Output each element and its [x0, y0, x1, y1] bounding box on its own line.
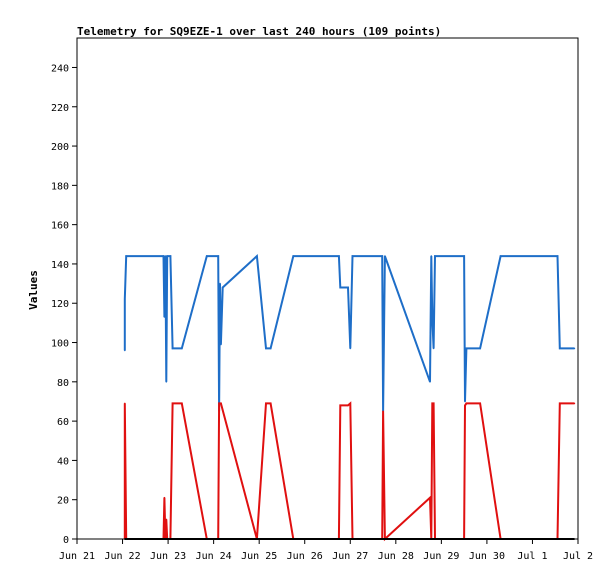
- data-point: [171, 402, 174, 405]
- data-point: [220, 402, 222, 405]
- data-point: [430, 255, 433, 257]
- x-tick-label: Jun 25: [241, 551, 277, 562]
- y-tick-label: 240: [51, 63, 69, 74]
- data-point: [349, 402, 352, 405]
- y-tick-label: 140: [51, 260, 69, 271]
- data-point: [218, 402, 220, 405]
- data-point: [219, 282, 221, 285]
- data-point: [347, 286, 349, 289]
- x-tick-label: Jun 26: [287, 551, 323, 562]
- y-tick-label: 200: [51, 142, 69, 153]
- data-point: [181, 347, 183, 350]
- data-point: [351, 255, 354, 257]
- data-point: [349, 347, 352, 350]
- y-tick-label: 0: [63, 535, 69, 546]
- data-point: [220, 343, 222, 346]
- x-tick-label: Jun 24: [196, 551, 232, 562]
- data-point: [124, 402, 126, 405]
- data-point: [164, 255, 167, 257]
- x-tick-label: Jun 22: [104, 551, 140, 562]
- data-point: [432, 402, 435, 405]
- data-point: [265, 347, 267, 350]
- data-point: [479, 402, 481, 405]
- data-point: [434, 255, 436, 257]
- y-tick-label: 180: [51, 181, 69, 192]
- data-point: [206, 255, 208, 257]
- data-point: [381, 255, 384, 257]
- y-tick-label: 220: [51, 103, 69, 114]
- data-point: [171, 347, 174, 350]
- y-tick-label: 100: [51, 339, 69, 350]
- data-point: [181, 402, 183, 405]
- y-tick-label: 120: [51, 299, 69, 310]
- data-point: [221, 286, 224, 289]
- plot-area: 0 20 40 60 80 100 120 140 160 180 200 220 240 Jun 21 J…: [51, 37, 593, 562]
- data-point: [429, 496, 431, 499]
- data-point: [265, 402, 267, 405]
- y-tick-label: 60: [57, 417, 69, 428]
- x-tick-label: Jun 27: [332, 551, 368, 562]
- x-tick-label: Jun 29: [423, 551, 459, 562]
- data-point: [162, 255, 165, 257]
- data-point: [573, 538, 576, 540]
- data-point: [573, 402, 576, 405]
- data-point: [382, 410, 384, 413]
- data-point: [429, 381, 431, 383]
- data-point: [269, 347, 272, 350]
- data-point: [431, 402, 434, 405]
- data-point: [165, 381, 168, 383]
- data-point: [163, 316, 166, 318]
- data-point: [169, 255, 172, 257]
- data-point: [479, 347, 481, 350]
- y-tick-label: 40: [57, 456, 69, 467]
- data-point: [166, 255, 168, 257]
- x-tick-label: Jul 1: [517, 551, 547, 562]
- data-point: [165, 518, 168, 521]
- data-point: [124, 298, 126, 301]
- data-point: [256, 255, 258, 257]
- plot-frame: [76, 37, 579, 540]
- data-point: [559, 402, 561, 405]
- x-tick-label: Jun 23: [150, 551, 186, 562]
- data-point: [573, 347, 576, 350]
- data-point: [431, 318, 434, 320]
- x-tick-label: Jun 28: [378, 551, 414, 562]
- y-tick-label: 80: [57, 378, 69, 389]
- data-point: [559, 347, 561, 350]
- data-point: [269, 402, 272, 405]
- data-point: [465, 402, 468, 405]
- data-point: [338, 255, 340, 257]
- data-point: [432, 347, 435, 350]
- data-point: [465, 347, 468, 350]
- data-point: [124, 538, 126, 540]
- data-point: [556, 255, 559, 257]
- y-tick-label: 20: [57, 496, 69, 507]
- data-point: [384, 255, 386, 257]
- x-tick-label: Jun 30: [469, 551, 505, 562]
- data-point: [292, 255, 295, 257]
- data-point: [217, 255, 219, 257]
- data-point: [124, 349, 126, 352]
- series-line-1: [123, 254, 575, 412]
- x-tick-label: Jul 2: [563, 551, 593, 562]
- data-point: [125, 255, 127, 257]
- chart-title: Telemetry for SQ9EZE-1 over last 240 hou…: [77, 25, 441, 38]
- y-axis-title: Values: [27, 270, 40, 310]
- series-line-2: [123, 401, 575, 542]
- data-point: [464, 404, 466, 407]
- data-point: [464, 400, 466, 403]
- x-tick-label: Jun 21: [59, 551, 95, 562]
- data-point: [347, 404, 349, 407]
- data-point: [339, 286, 342, 289]
- data-point: [463, 255, 465, 257]
- data-point: [499, 255, 502, 257]
- y-tick-label: 160: [51, 221, 69, 232]
- data-point: [339, 404, 342, 407]
- data-point: [163, 496, 166, 499]
